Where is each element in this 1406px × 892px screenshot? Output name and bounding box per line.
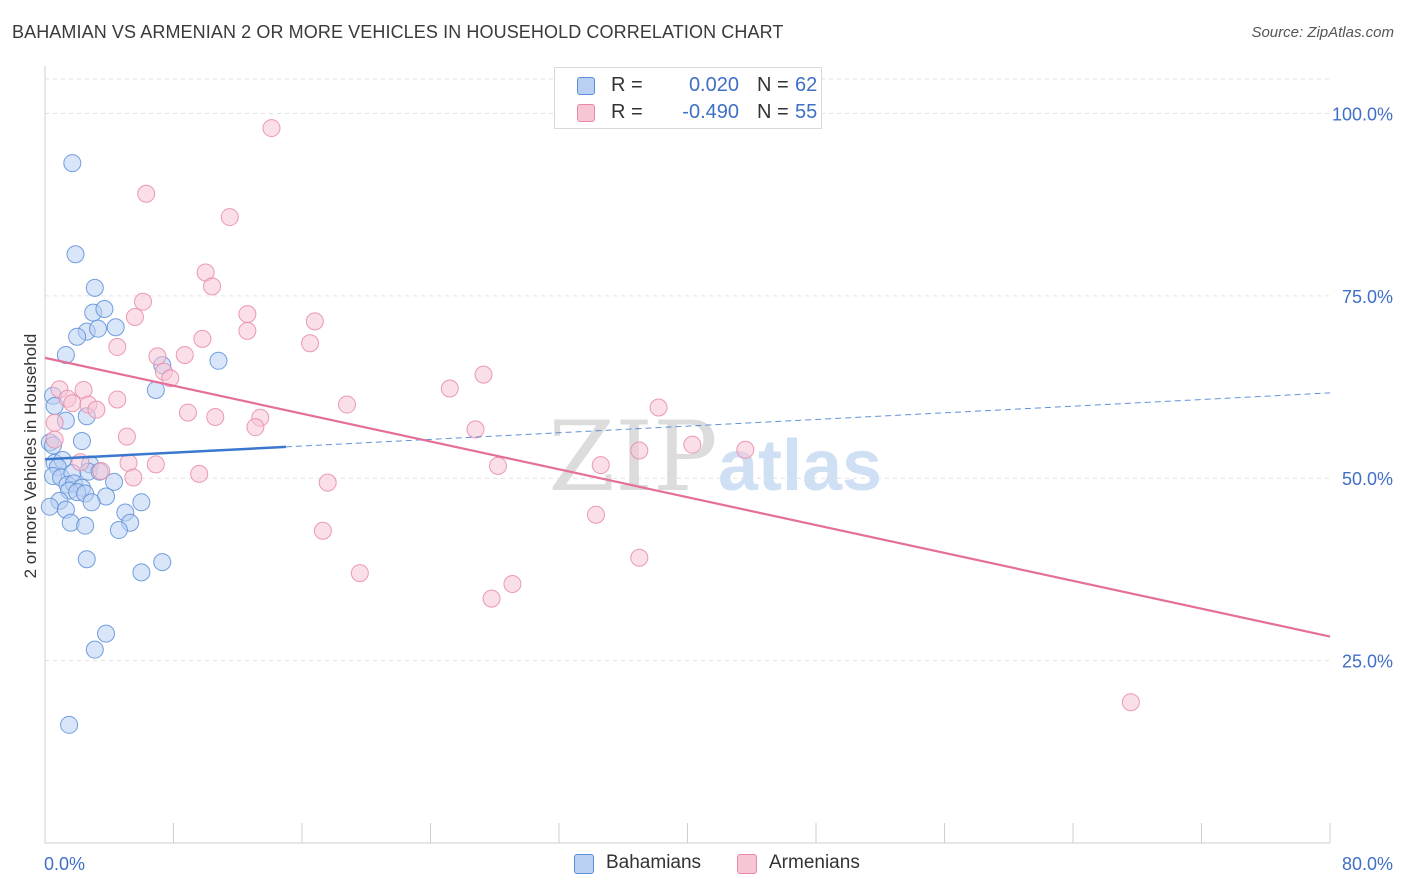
legend-r-value-bahamians: 0.020 bbox=[688, 74, 739, 96]
series-legend-label-bahamians: Bahamians bbox=[606, 852, 702, 873]
point-armenians-14 bbox=[175, 345, 194, 364]
point-armenians-53 bbox=[482, 589, 501, 608]
point-armenians-36 bbox=[683, 435, 702, 454]
point-armenians-29 bbox=[206, 407, 225, 426]
y-tick-label-0: 100.0% bbox=[1332, 104, 1393, 124]
point-armenians-25 bbox=[337, 395, 356, 414]
point-bahamians-4 bbox=[95, 299, 114, 318]
legend-r-value-armenians: -0.490 bbox=[682, 101, 739, 123]
point-armenians-5 bbox=[133, 292, 152, 311]
point-armenians-48 bbox=[586, 505, 605, 524]
series-legend-label-armenians: Armenians bbox=[769, 852, 860, 873]
point-armenians-4 bbox=[203, 277, 222, 296]
point-bahamians-10 bbox=[209, 351, 228, 370]
x-tick-label-right: 80.0% bbox=[1342, 854, 1393, 874]
point-armenians-16 bbox=[161, 369, 180, 388]
point-bahamians-33 bbox=[105, 472, 124, 491]
legend-n-label: N = bbox=[757, 101, 789, 123]
watermark-atlas: atlas bbox=[718, 426, 882, 506]
point-armenians-10 bbox=[193, 329, 212, 348]
point-armenians-38 bbox=[630, 441, 649, 460]
point-bahamians-8 bbox=[68, 327, 87, 346]
point-armenians-51 bbox=[350, 564, 369, 583]
point-armenians-33 bbox=[466, 420, 485, 439]
point-bahamians-49 bbox=[132, 563, 151, 582]
point-bahamians-5 bbox=[106, 318, 125, 337]
point-armenians-6 bbox=[238, 305, 257, 324]
point-armenians-46 bbox=[124, 468, 143, 487]
legend-r-label: R = bbox=[611, 74, 643, 96]
point-armenians-50 bbox=[630, 548, 649, 567]
point-bahamians-52 bbox=[60, 715, 79, 734]
point-bahamians-38 bbox=[82, 493, 101, 512]
point-armenians-34 bbox=[117, 427, 136, 446]
trendline-armenians bbox=[44, 356, 1331, 638]
point-armenians-23 bbox=[63, 394, 82, 413]
point-armenians-32 bbox=[246, 418, 265, 437]
point-armenians-2 bbox=[220, 208, 239, 227]
point-armenians-18 bbox=[440, 379, 459, 398]
point-armenians-17 bbox=[474, 365, 493, 384]
series-legend-swatch-armenians bbox=[737, 854, 757, 874]
point-bahamians-46 bbox=[109, 521, 128, 540]
point-armenians-7 bbox=[305, 312, 324, 331]
point-bahamians-1 bbox=[66, 245, 85, 264]
point-bahamians-48 bbox=[153, 553, 172, 572]
point-bahamians-51 bbox=[85, 640, 104, 659]
point-armenians-41 bbox=[146, 455, 165, 474]
point-armenians-12 bbox=[108, 337, 127, 356]
point-bahamians-47 bbox=[77, 550, 96, 569]
watermark-zip: ZIP bbox=[548, 401, 717, 513]
legend-swatch-armenians bbox=[577, 104, 595, 122]
y-tick-label-3: 25.0% bbox=[1342, 652, 1393, 672]
point-armenians-28 bbox=[178, 403, 197, 422]
y-tick-label-2: 50.0% bbox=[1342, 469, 1393, 489]
x-tick-label-left: 0.0% bbox=[44, 854, 85, 874]
point-armenians-8 bbox=[125, 308, 144, 327]
series-legend-swatch-bahamians bbox=[574, 854, 594, 874]
legend-n-label: N = bbox=[757, 74, 789, 96]
point-armenians-26 bbox=[649, 398, 668, 417]
point-bahamians-39 bbox=[132, 493, 151, 512]
point-armenians-22 bbox=[108, 390, 127, 409]
point-armenians-35 bbox=[45, 430, 64, 449]
point-armenians-54 bbox=[1121, 693, 1140, 712]
point-armenians-37 bbox=[736, 440, 755, 459]
chart-title: BAHAMIAN VS ARMENIAN 2 OR MORE VEHICLES … bbox=[12, 22, 784, 42]
point-armenians-43 bbox=[591, 456, 610, 475]
legend-n-value-bahamians: 62 bbox=[795, 74, 818, 96]
point-bahamians-2 bbox=[85, 278, 104, 297]
point-armenians-49 bbox=[313, 521, 332, 540]
trendline-bahamians bbox=[44, 445, 287, 461]
point-armenians-44 bbox=[92, 461, 111, 480]
y-axis-title: 2 or more Vehicles in Household bbox=[21, 333, 40, 579]
series-legend: Bahamians Armenians bbox=[0, 852, 1406, 878]
correlation-legend: R = 0.020 N = 62 R = -0.490 N = 55 bbox=[554, 67, 822, 129]
point-bahamians-44 bbox=[76, 516, 95, 535]
point-armenians-11 bbox=[301, 334, 320, 353]
point-bahamians-0 bbox=[63, 154, 82, 173]
point-armenians-31 bbox=[45, 413, 64, 432]
point-bahamians-18 bbox=[72, 432, 91, 451]
chart-source: Source: ZipAtlas.com bbox=[1251, 24, 1394, 41]
point-armenians-1 bbox=[137, 184, 156, 203]
point-armenians-9 bbox=[238, 321, 257, 340]
legend-n-value-armenians: 55 bbox=[795, 101, 818, 123]
point-armenians-45 bbox=[190, 464, 209, 483]
trendline-bahamians-extension bbox=[285, 392, 1331, 448]
point-bahamians-11 bbox=[89, 319, 108, 338]
legend-r-label: R = bbox=[611, 101, 643, 123]
point-armenians-42 bbox=[488, 456, 507, 475]
point-armenians-47 bbox=[318, 473, 337, 492]
y-tick-label-1: 75.0% bbox=[1342, 287, 1393, 307]
point-bahamians-50 bbox=[97, 624, 116, 643]
legend-swatch-bahamians bbox=[577, 77, 595, 95]
point-armenians-13 bbox=[148, 347, 167, 366]
point-armenians-0 bbox=[262, 119, 281, 138]
point-armenians-27 bbox=[87, 400, 106, 419]
point-bahamians-40 bbox=[40, 497, 59, 516]
point-armenians-52 bbox=[503, 575, 522, 594]
